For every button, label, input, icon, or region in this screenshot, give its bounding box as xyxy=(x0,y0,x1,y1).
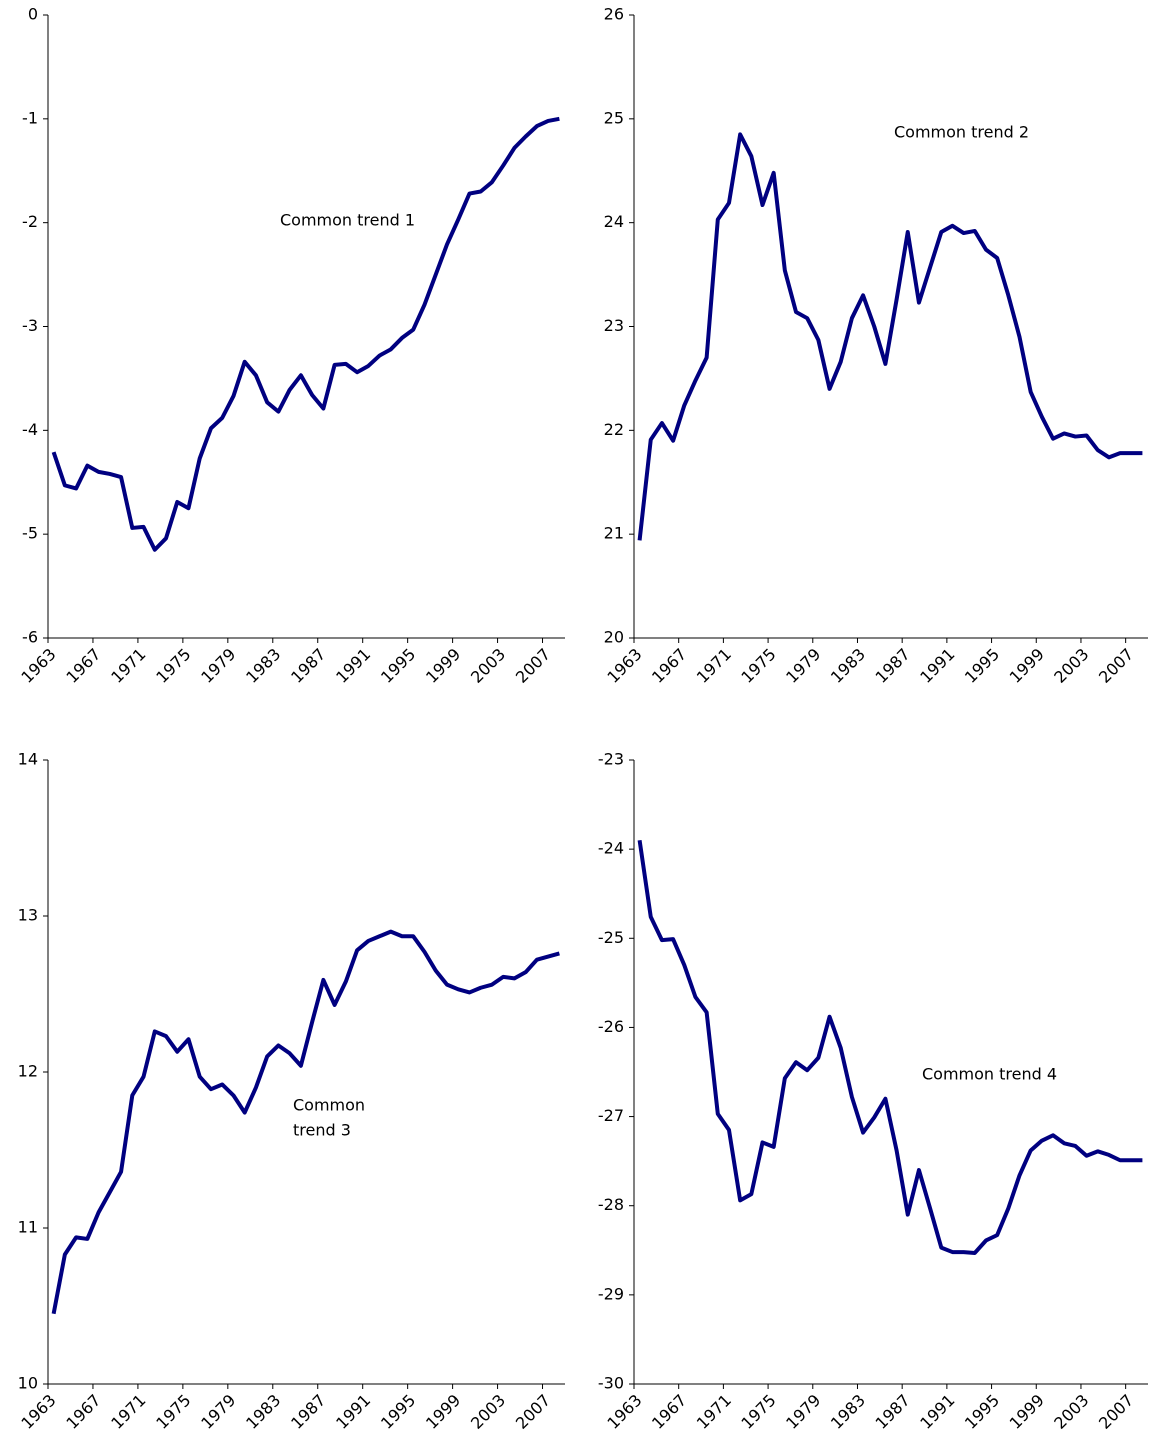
x-tick-label: 1967 xyxy=(648,645,690,687)
y-tick-label: 26 xyxy=(604,5,624,24)
x-tick-label: 1971 xyxy=(107,1391,149,1433)
y-tick-label: -3 xyxy=(22,316,38,335)
x-tick-label: 1971 xyxy=(693,645,735,687)
y-tick-label: 0 xyxy=(28,5,38,24)
y-tick-label: 21 xyxy=(604,524,624,543)
x-tick-label: 1967 xyxy=(62,645,104,687)
x-tick-label: 1967 xyxy=(62,1391,104,1433)
x-tick-label: 1971 xyxy=(693,1391,735,1433)
y-tick-label: 14 xyxy=(18,750,38,769)
x-tick-label: 1963 xyxy=(603,1391,645,1433)
x-tick-label: 1983 xyxy=(827,645,869,687)
x-tick-label: 2003 xyxy=(467,1391,509,1433)
x-tick-label: 1963 xyxy=(603,645,645,687)
y-tick-label: -6 xyxy=(22,628,38,647)
x-tick-label: 1999 xyxy=(1006,645,1048,687)
x-tick-label: 1971 xyxy=(107,645,149,687)
y-tick-label: -26 xyxy=(598,1017,624,1036)
x-tick-label: 1983 xyxy=(827,1391,869,1433)
y-tick-label: 20 xyxy=(604,628,624,647)
x-tick-label: 1979 xyxy=(197,645,239,687)
x-tick-label: 2003 xyxy=(467,645,509,687)
x-tick-label: 1991 xyxy=(332,1391,374,1433)
y-tick-label: -24 xyxy=(598,839,624,858)
x-tick-label: 1999 xyxy=(422,645,464,687)
x-tick-label: 1979 xyxy=(782,1391,824,1433)
x-tick-label: 1975 xyxy=(737,645,779,687)
x-tick-label: 2007 xyxy=(1095,1391,1137,1433)
annotation: Common trend 4 xyxy=(922,1065,1057,1084)
x-tick-label: 1975 xyxy=(152,645,194,687)
y-tick-label: -4 xyxy=(22,420,38,439)
y-tick-label: 24 xyxy=(604,212,624,231)
x-tick-label: 1975 xyxy=(737,1391,779,1433)
y-tick-label: 13 xyxy=(18,906,38,925)
x-tick-label: 2007 xyxy=(512,1391,554,1433)
x-tick-label: 2007 xyxy=(1095,645,1137,687)
x-tick-label: 1991 xyxy=(332,645,374,687)
x-tick-label: 1983 xyxy=(242,645,284,687)
x-tick-label: 2003 xyxy=(1050,1391,1092,1433)
y-tick-label: -2 xyxy=(22,212,38,231)
x-tick-label: 1995 xyxy=(377,1391,419,1433)
x-tick-label: 2007 xyxy=(512,645,554,687)
x-tick-label: 1995 xyxy=(961,645,1003,687)
y-tick-label: -28 xyxy=(598,1195,624,1214)
x-tick-label: 1999 xyxy=(422,1391,464,1433)
x-tick-label: 1963 xyxy=(17,1391,59,1433)
annotation: trend 3 xyxy=(293,1121,351,1140)
x-tick-label: 1987 xyxy=(287,645,329,687)
y-tick-label: -5 xyxy=(22,524,38,543)
x-tick-label: 1963 xyxy=(17,645,59,687)
y-tick-label: -1 xyxy=(22,108,38,127)
x-tick-label: 1995 xyxy=(961,1391,1003,1433)
x-tick-label: 1983 xyxy=(242,1391,284,1433)
y-tick-label: 23 xyxy=(604,316,624,335)
y-tick-label: 12 xyxy=(18,1062,38,1081)
x-tick-label: 1975 xyxy=(152,1391,194,1433)
y-tick-label: -29 xyxy=(598,1284,624,1303)
y-tick-label: -27 xyxy=(598,1106,624,1125)
y-tick-label: 10 xyxy=(18,1374,38,1393)
y-tick-label: 11 xyxy=(18,1218,38,1237)
x-tick-label: 1999 xyxy=(1006,1391,1048,1433)
annotation: Common trend 2 xyxy=(894,123,1029,142)
y-tick-label: 25 xyxy=(604,108,624,127)
x-tick-label: 1979 xyxy=(197,1391,239,1433)
y-tick-label: 22 xyxy=(604,420,624,439)
annotation: Common trend 1 xyxy=(280,211,415,230)
y-tick-label: -25 xyxy=(598,928,624,947)
trend-line xyxy=(51,116,560,552)
x-tick-label: 2003 xyxy=(1050,645,1092,687)
x-tick-label: 1987 xyxy=(287,1391,329,1433)
x-tick-label: 1991 xyxy=(916,645,958,687)
x-tick-label: 1991 xyxy=(916,1391,958,1433)
y-tick-label: -30 xyxy=(598,1374,624,1393)
trend-line xyxy=(637,132,1143,541)
trend-line xyxy=(637,839,1143,1255)
y-tick-label: -23 xyxy=(598,750,624,769)
x-tick-label: 1987 xyxy=(872,645,914,687)
trend-line xyxy=(51,929,560,1315)
x-tick-label: 1995 xyxy=(377,645,419,687)
x-tick-label: 1979 xyxy=(782,645,824,687)
x-tick-label: 1967 xyxy=(648,1391,690,1433)
x-tick-label: 1987 xyxy=(872,1391,914,1433)
annotation: Common xyxy=(293,1096,365,1115)
